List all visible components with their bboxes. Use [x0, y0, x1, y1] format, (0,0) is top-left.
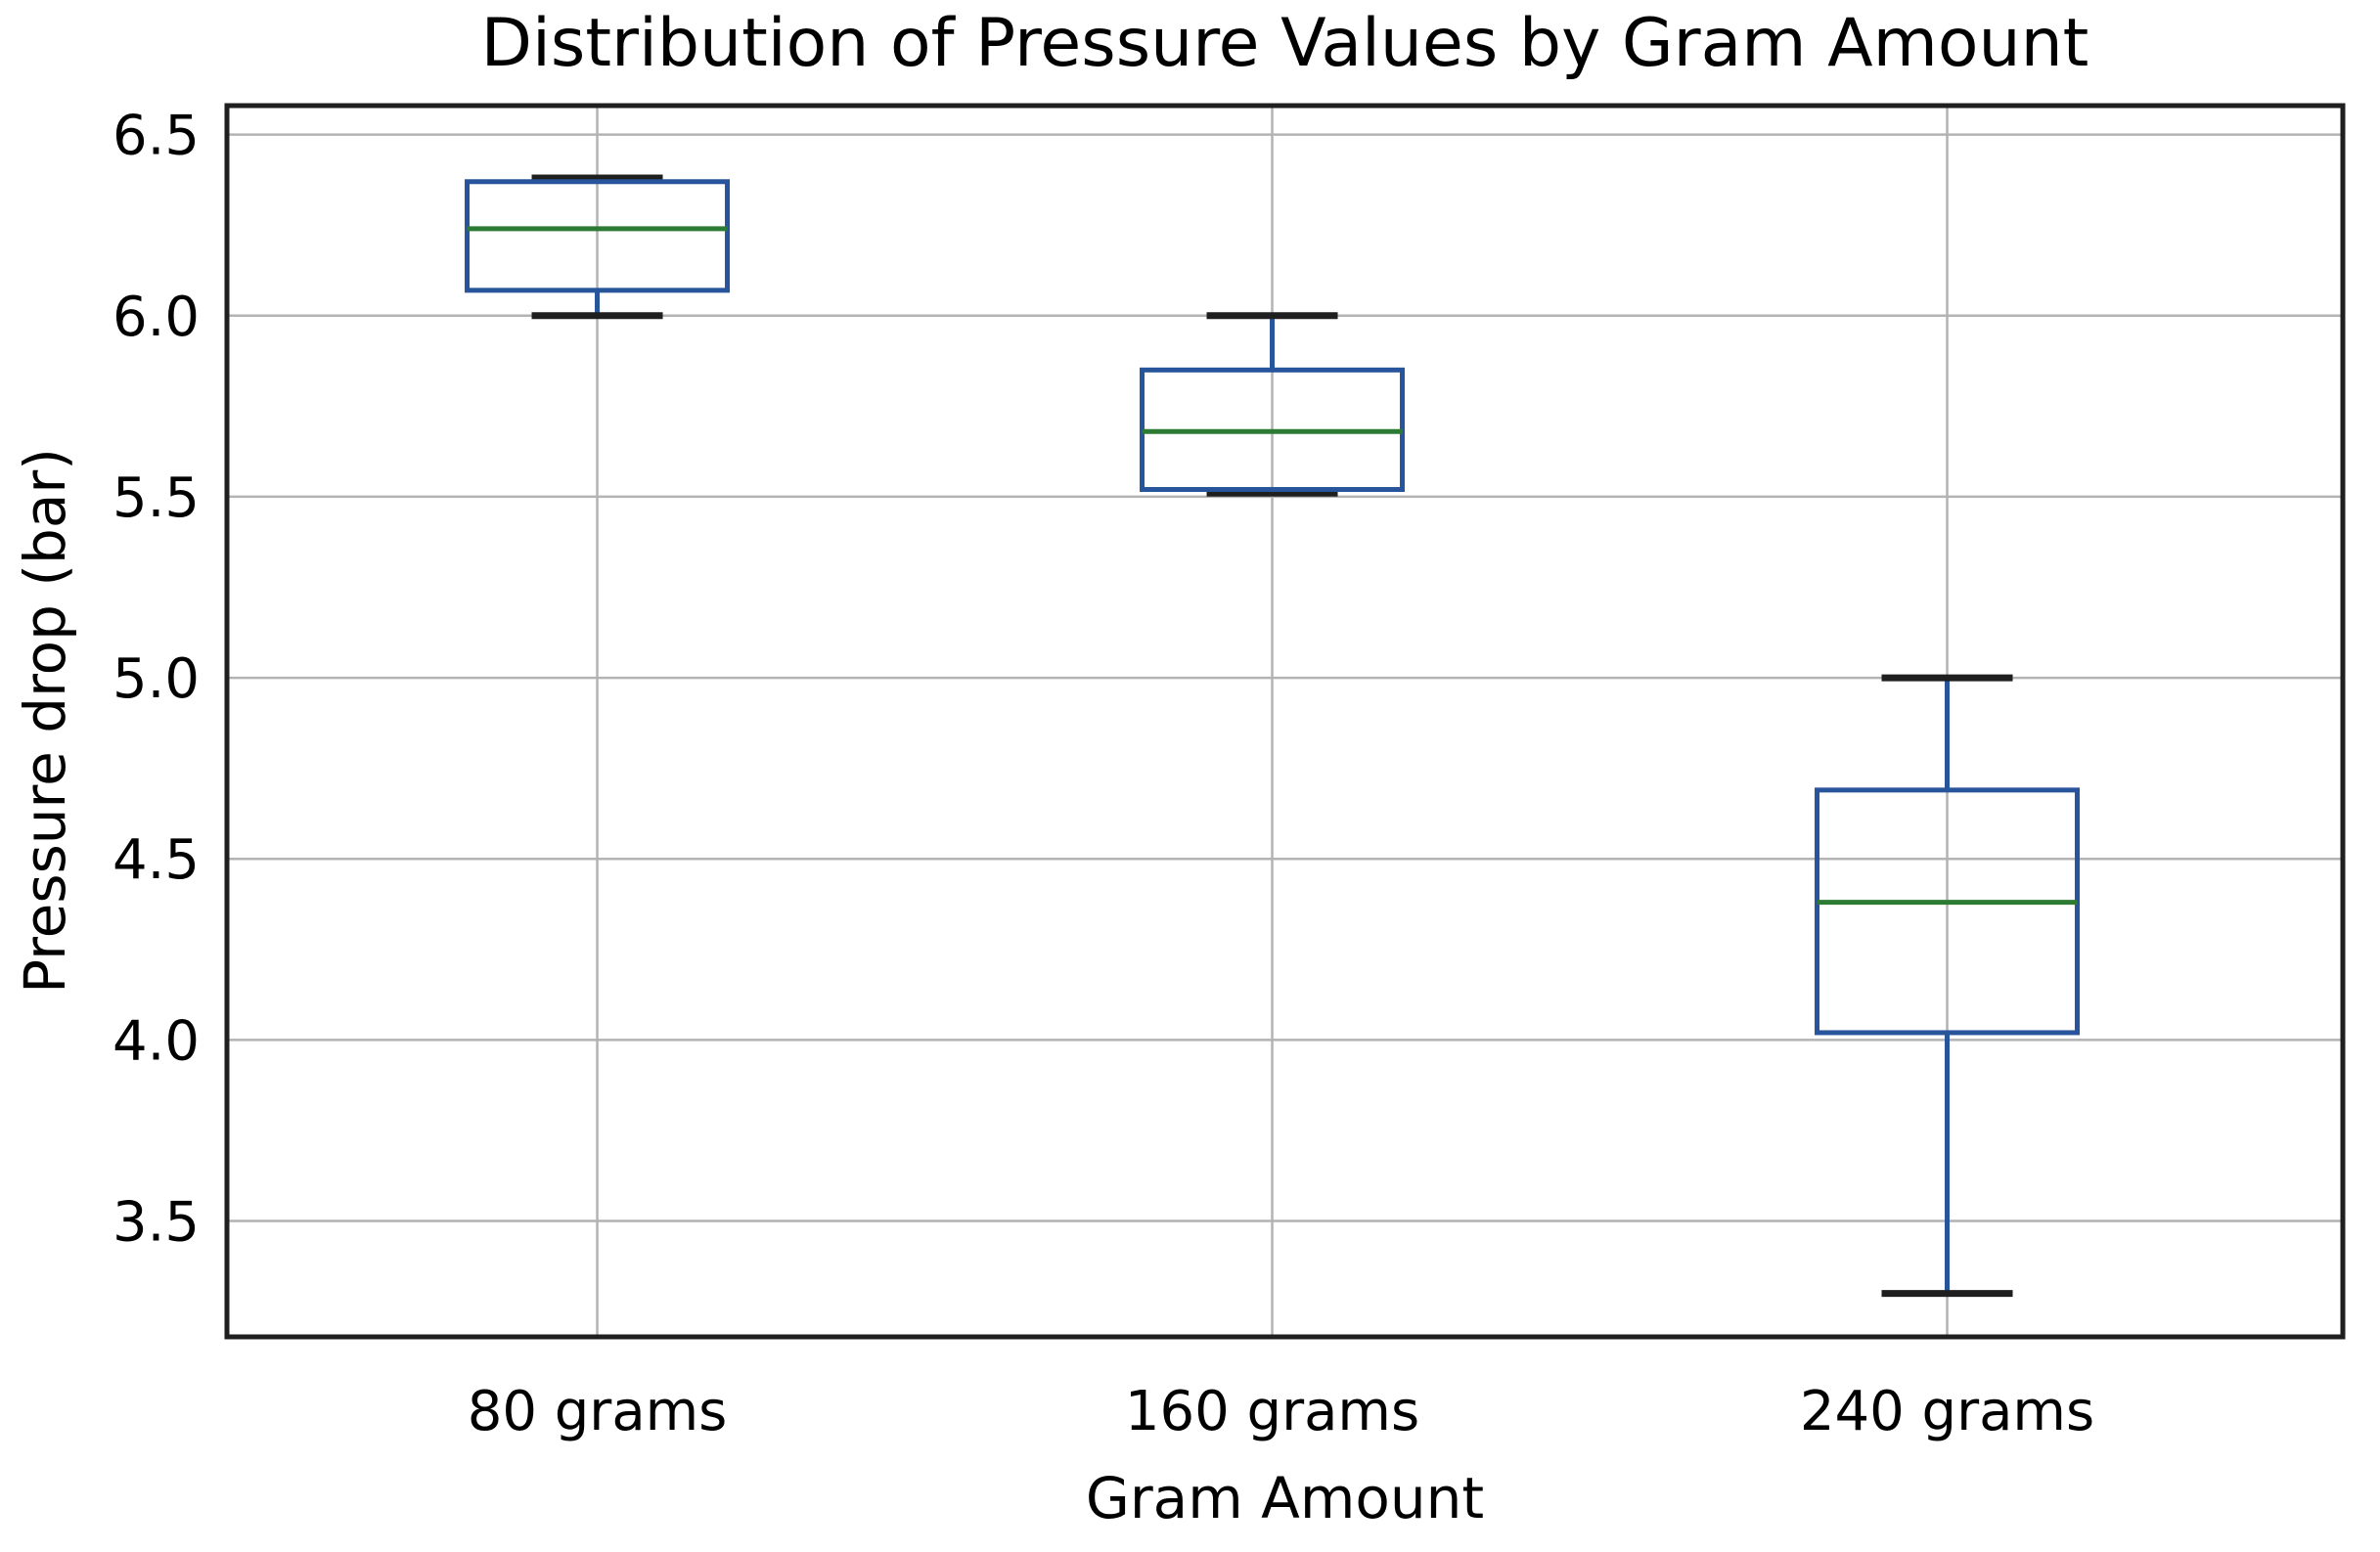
y-tick-label: 4.0 — [112, 1009, 200, 1073]
x-tick-label: 240 grams — [1800, 1380, 2094, 1443]
y-tick-label: 6.5 — [112, 105, 200, 168]
x-tick-label: 160 grams — [1125, 1380, 1419, 1443]
x-axis-label: Gram Amount — [1085, 1465, 1485, 1531]
y-axis-label: Pressure drop (bar) — [12, 448, 78, 994]
chart-title: Distribution of Pressure Values by Gram … — [480, 5, 2089, 82]
y-tick-label: 3.5 — [112, 1191, 200, 1255]
x-tick-label: 80 grams — [468, 1380, 728, 1443]
y-tick-label: 5.0 — [112, 647, 200, 711]
box-rect — [1815, 787, 2081, 1036]
y-tick-label: 4.5 — [112, 828, 200, 892]
y-tick-label: 5.5 — [112, 466, 200, 530]
axes-border — [224, 103, 2346, 1340]
box-rect — [465, 179, 731, 293]
y-tick-label: 6.0 — [112, 286, 200, 349]
